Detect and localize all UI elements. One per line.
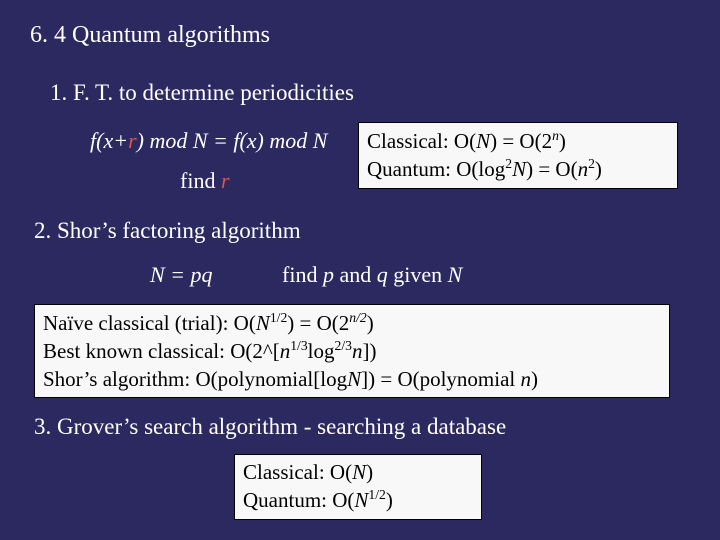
t: Classical: O( [367,129,476,153]
var-N: N [256,311,270,335]
t: Shor’s algorithm: O(polynomial[log [43,367,347,391]
complexity-box-shor: Naïve classical (trial): O(N1/2) = O(2n/… [34,304,670,398]
var-N: N [512,157,526,181]
t: ) [367,311,374,335]
exp: n/2 [349,310,366,325]
var-n: n [352,339,363,363]
find-label: find [180,168,221,193]
t: Best known classical: O(2^[ [43,339,280,363]
complexity-box-grover: Classical: O(N) Quantum: O(N1/2) [234,454,482,520]
item-2: 2. Shor’s factoring algorithm [34,218,301,244]
t: ) [595,157,602,181]
find-r: find r [180,168,230,194]
t: Quantum: O(log [367,157,505,181]
exp: 1/2 [270,310,287,325]
box-line: Quantum: O(log2N) = O(n2) [367,155,669,183]
t: ) [531,367,538,391]
variable-r: r [128,128,137,153]
box-line: Classical: O(N) = O(2n) [367,127,669,155]
t: ) [386,488,393,512]
t: ) = O(2 [287,311,349,335]
var-n: n [578,157,589,181]
t: Naïve classical (trial): O( [43,311,256,335]
t: ]) [362,339,376,363]
var-p: p [323,262,334,287]
var-N: N [354,488,368,512]
t: ) = O( [526,157,578,181]
t: Classical: O( [243,460,352,484]
var-N: N [476,129,490,153]
equation-npq: N = pq [150,262,213,288]
item-1: 1. F. T. to determine periodicities [50,80,354,106]
var-N: N [448,262,463,287]
exp-2: 2 [588,156,595,171]
variable-r: r [221,168,230,193]
t: ]) = O(polynomial [361,367,520,391]
item-3: 3. Grover’s search algorithm - searching… [34,414,506,440]
exp: 1/3 [290,338,307,353]
eq-text: ) mod N = f(x) mod N [137,128,328,153]
var-N: N [347,367,361,391]
t: ) [559,129,566,153]
var-n: n [280,339,291,363]
t: log [308,339,335,363]
t: given [388,262,448,287]
t: Quantum: O( [243,488,354,512]
eq-text: f(x+ [90,128,128,153]
box-line: Shor’s algorithm: O(polynomial[logN]) = … [43,366,661,393]
var-q: q [377,262,388,287]
t: and [334,262,377,287]
t: ) = O(2 [490,129,552,153]
exp: 1/2 [368,487,385,502]
t: find [282,262,323,287]
equation-periodicity: f(x+r) mod N = f(x) mod N [90,128,327,154]
exp: 2/3 [335,338,352,353]
complexity-box-ft: Classical: O(N) = O(2n) Quantum: O(log2N… [358,122,678,189]
box-line: Best known classical: O(2^[n1/3log2/3n]) [43,337,661,365]
box-line: Naïve classical (trial): O(N1/2) = O(2n/… [43,309,661,337]
section-heading: 6. 4 Quantum algorithms [30,22,270,49]
box-line: Quantum: O(N1/2) [243,486,473,514]
exp-n: n [552,128,559,143]
find-pq: find p and q given N [282,262,462,288]
var-N: N [352,460,366,484]
t: ) [366,460,373,484]
var-n: n [521,367,532,391]
box-line: Classical: O(N) [243,459,473,486]
